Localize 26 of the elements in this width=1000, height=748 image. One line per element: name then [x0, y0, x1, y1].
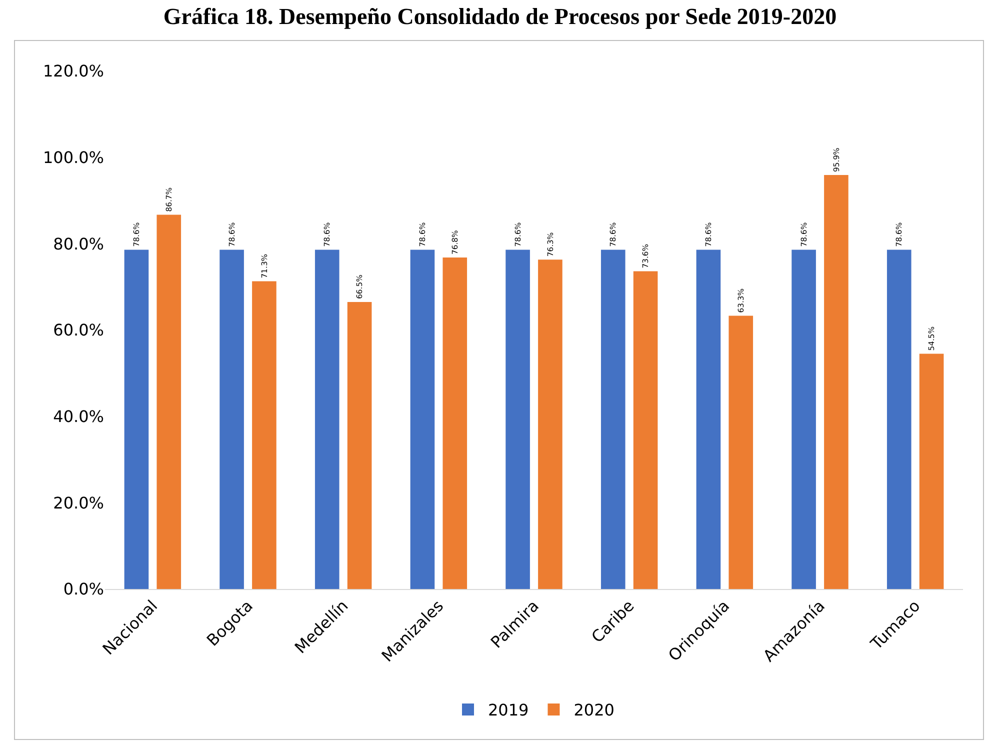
bar: [633, 271, 658, 589]
bar: [538, 260, 562, 589]
chart-title: Gráfica 18. Desempeño Consolidado de Procesos por Sede 2019-2020: [162, 3, 838, 31]
bar: [824, 175, 848, 589]
bar: [124, 250, 149, 589]
y-tick-label: 0.0%: [63, 580, 104, 599]
y-tick-label: 80.0%: [53, 234, 104, 254]
bar: [600, 250, 626, 589]
bar: [792, 250, 816, 589]
bar: [410, 250, 435, 589]
y-tick-label: 120.0%: [42, 62, 104, 81]
bar: [220, 250, 244, 589]
bar: [886, 250, 912, 589]
bar: [919, 354, 944, 589]
bar: [347, 302, 372, 589]
y-tick-label: 40.0%: [53, 406, 104, 426]
bar: [314, 250, 340, 589]
bar: [506, 250, 530, 589]
y-tick-label: 60.0%: [53, 320, 104, 340]
y-tick-label: 100.0%: [42, 148, 104, 167]
bar: [252, 281, 276, 589]
bar: [156, 214, 182, 589]
y-tick-label: 20.0%: [53, 493, 104, 512]
bar: [696, 250, 721, 589]
bar: [728, 316, 754, 589]
bar: [442, 257, 468, 589]
